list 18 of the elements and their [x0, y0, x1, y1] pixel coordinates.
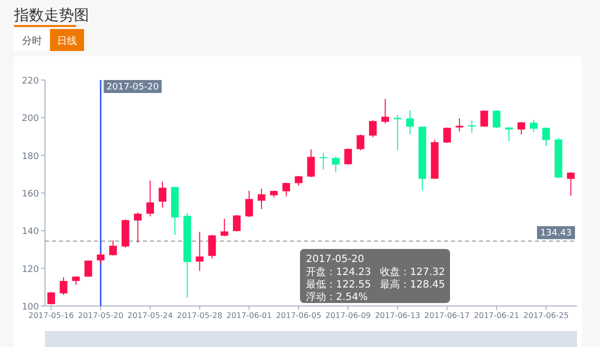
annotation: 最高：128.45 — [380, 278, 445, 290]
y-tick-label: 120 — [22, 264, 40, 275]
text: 日线 — [57, 35, 77, 47]
ref-line-label: 2017-05-20 — [106, 82, 160, 92]
y-tick-label: 160 — [22, 190, 40, 200]
y-tick-label: 220 — [22, 76, 40, 86]
y-tick-label: 180 — [22, 152, 40, 162]
y-tick-label: 100 — [22, 302, 40, 312]
chart-title: 指数走势图 — [13, 6, 89, 24]
annotation: 开盘：124.23 — [306, 266, 371, 278]
text: 分时 — [22, 35, 42, 47]
y-tick-label: 140 — [22, 227, 40, 238]
annotation: 2017-05-20 — [306, 254, 364, 265]
ref-line-label: 134.43 — [540, 228, 572, 239]
annotation: 收盘：127.32 — [380, 266, 445, 278]
annotation: 浮动：2.54% — [306, 291, 368, 303]
y-tick-label: 200 — [22, 114, 40, 124]
annotation: 最低：122.55 — [306, 280, 371, 290]
